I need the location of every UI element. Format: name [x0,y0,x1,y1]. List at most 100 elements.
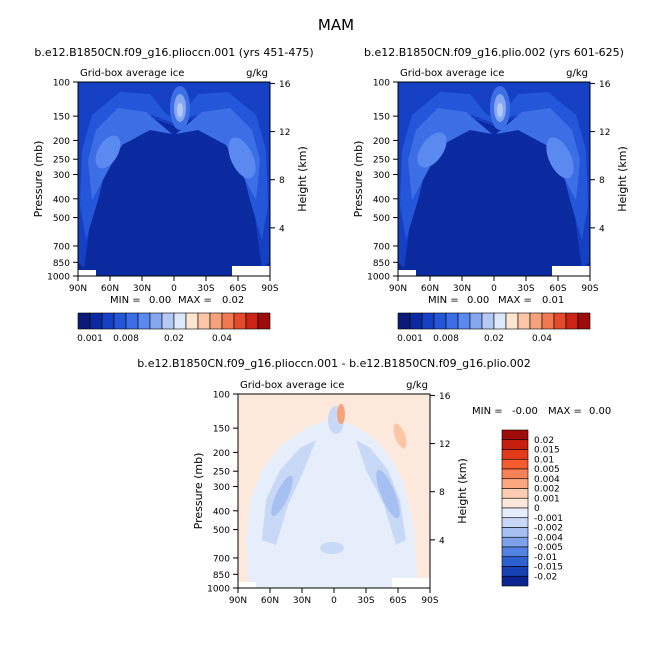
panel-c-colorbar-swatch [501,429,529,441]
panel-a-ytick-label: 500 [53,214,70,224]
panel-a-colorbar-swatch [245,312,259,330]
panel-c-x-axis: 90N 60N 30N 0 30S 60S 90S [229,588,439,606]
panel-a-xtick-label: 90S [261,284,278,294]
panel-b-subtitle-left: Grid-box average ice [400,68,504,79]
panel-b-colorbar-label: 0.02 [484,334,504,344]
panel-a-tropical-core-peak [177,103,183,117]
panel-c-y2tick-label: 8 [439,488,445,498]
panel-b-colorbar-label: 0.001 [397,334,423,344]
panel-b-x-axis: 90N 60N 30N 0 30S 60S 90S [389,276,599,294]
panel-a-xtick-label: 90N [69,284,87,294]
panel-c-max-value: 0.00 [589,406,611,417]
panel-c-colorbar-label: 0.005 [534,465,560,475]
panel-a-colorbar-swatch [125,312,139,330]
panel-c-ytick-label: 1000 [207,585,230,595]
panel-c-y-axis: 100 150 200 250 300 400 500 700 850 1000 [207,391,238,595]
panel-a-colorbar-swatch [113,312,127,330]
panel-c-negative-core-low [320,542,344,554]
panel-c-colorbar-swatch [501,449,529,460]
panel-b-colorbar-swatch [541,312,555,330]
panel-b-terrain-sh [552,266,590,276]
panel-b-subtitle-right: g/kg [566,68,588,79]
panel-c-colorbar-swatch [501,468,529,480]
panel-a: b.e12.B1850CN.f09_g16.plioccn.001 (yrs 4… [32,46,314,344]
panel-b-ice-max-nh [417,132,447,168]
panel-b-max-value: 0.01 [542,295,564,306]
panel-a-xtick-label: 30N [133,284,151,294]
panel-a-contour-field [78,82,270,276]
panel-c-ytick-label: 250 [213,468,230,478]
panel-c-subtitle-right: g/kg [406,380,428,391]
panel-c-xtick-label: 0 [331,596,337,606]
panel-b-min-label: MIN = [428,295,459,306]
panel-b-xtick-label: 60N [421,284,439,294]
panel-a-ice-band-3b [176,108,260,200]
panel-a-ytick-label: 200 [53,137,70,147]
panel-c-xtick-label: 90N [229,596,247,606]
panel-c-ylabel: Pressure (mb) [192,453,205,530]
panel-a-xtick-label: 0 [171,284,177,294]
panel-b-title: b.e12.B1850CN.f09_g16.plio.002 (yrs 601-… [364,46,624,59]
panel-a-colorbar-swatch [197,312,211,330]
panel-c-colorbar-swatch [501,546,529,558]
panel-b: b.e12.B1850CN.f09_g16.plio.002 (yrs 601-… [352,46,629,344]
panel-b-ytick-label: 700 [373,242,390,252]
panel-b-colorbar-swatch [457,312,471,330]
panel-b-contour-field [398,82,590,276]
panel-b-max-label: MAX = [498,295,532,306]
panel-a-ytick-label: 150 [53,113,70,123]
panel-b-min-value: 0.00 [467,295,489,306]
panel-c-xtick-label: 60S [389,596,406,606]
panel-c-terrain-nh [238,582,256,588]
panel-a-colorbar-label: 0.001 [77,334,103,344]
panel-b-ytick-label: 400 [373,195,390,205]
panel-c-ytick-label: 400 [213,507,230,517]
panel-b-terrain-nh [398,270,416,276]
panel-b-xtick-label: 30S [517,284,534,294]
panel-b-ice-band-3b [496,108,580,200]
panel-b-y2label: Height (km) [616,146,629,212]
panel-c-terrain-sh [392,578,430,588]
panel-a-ytick-label: 850 [53,259,70,269]
panel-c-negative-core-nh [271,475,293,517]
panel-b-y2tick-label: 12 [599,128,610,138]
panel-b-colorbar-swatch [505,312,519,330]
panel-c-max-label: MAX = [548,406,582,417]
panel-a-stats: MIN = 0.00 MAX = 0.02 [110,295,244,306]
panel-b-colorbar-swatch [517,312,531,330]
panel-b-y2tick-label: 16 [599,80,611,90]
panel-b-colorbar-swatch [445,312,459,330]
panel-a-y2tick-label: 12 [279,128,290,138]
panel-c-colorbar: 0.020.0150.010.0050.0040.0020.0010-0.001… [501,429,563,587]
panel-a-y2tick-label: 8 [279,176,285,186]
panel-c-colorbar-swatch [501,507,529,519]
panel-a-colorbar-swatch [257,312,271,330]
panel-b-ytick-label: 1000 [367,273,390,283]
panel-c-colorbar-swatch [501,517,529,528]
panel-a-colorbar-swatch [209,312,223,330]
panel-b-tropical-core-peak [497,103,503,117]
panel-b-xtick-label: 90S [581,284,598,294]
panel-b-ylabel: Pressure (mb) [352,141,365,218]
panel-b-xtick-label: 0 [491,284,497,294]
panel-b-y-axis: 100 150 200 250 300 400 500 700 850 1000 [367,79,398,283]
panel-a-colorbar-label: 0.04 [212,334,232,344]
panel-a-y2label: Height (km) [296,146,309,212]
panel-a-colorbar-swatch [233,312,247,330]
panel-c-ytick-label: 100 [213,391,230,401]
panel-a-colorbar-swatch [137,312,151,330]
panel-c-negative-core-sh [376,469,400,519]
panel-b-ytick-label: 100 [373,79,390,89]
panel-c-colorbar-label: -0.01 [534,553,557,563]
panel-a-colorbar-swatch [173,312,187,330]
panel-b-colorbar-label: 0.008 [433,334,459,344]
panel-c-xtick-label: 30S [357,596,374,606]
panel-a-ytick-label: 700 [53,242,70,252]
panel-a-colorbar-swatch [185,312,199,330]
panel-b-colorbar-swatch [493,312,507,330]
panel-a-max-label: MAX = [178,295,212,306]
panel-b-colorbar-swatch [481,312,495,330]
panel-a-colorbar: 0.001 0.008 0.02 0.04 [77,312,271,344]
panel-b-y2tick-label: 4 [599,224,605,234]
panel-a-ice-band-3 [88,108,172,200]
